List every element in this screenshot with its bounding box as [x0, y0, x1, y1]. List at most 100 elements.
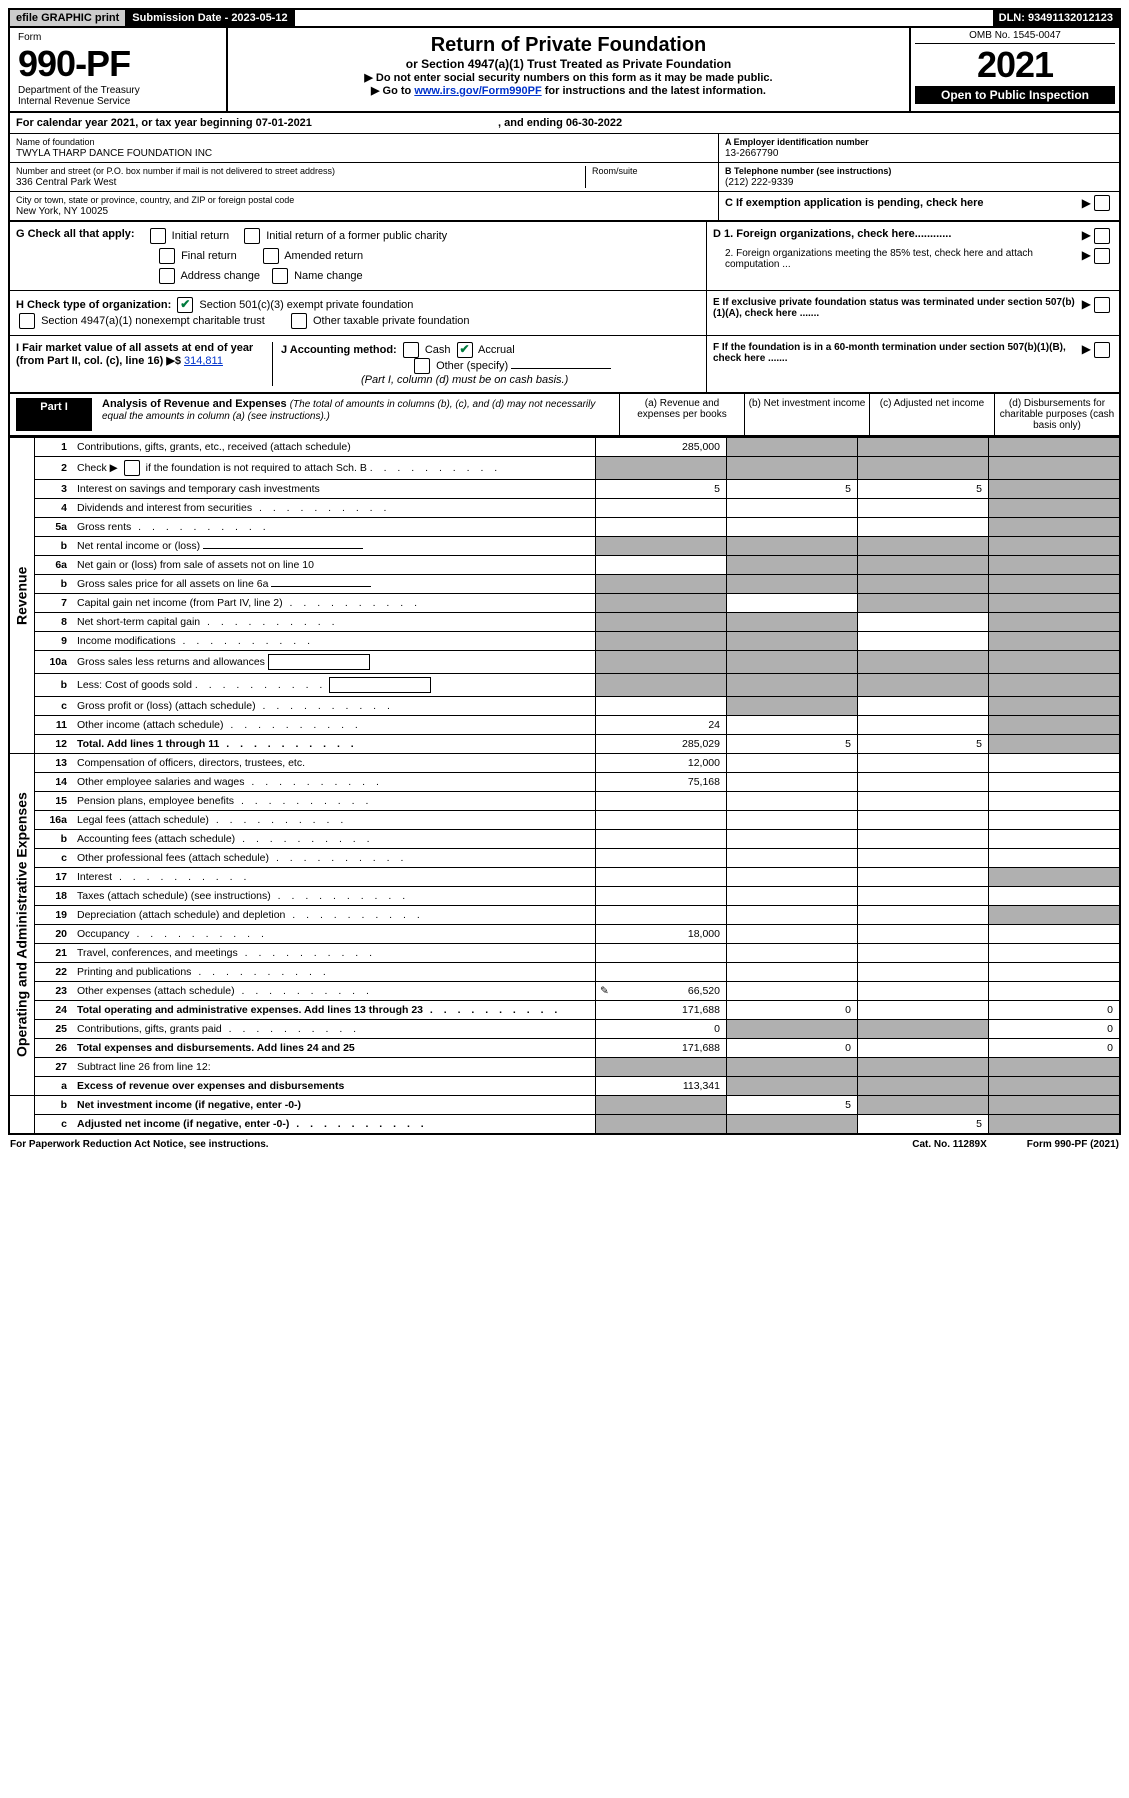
line-desc: Total. Add lines 1 through 11: [73, 735, 596, 754]
other-method-label: Other (specify): [436, 360, 508, 372]
instr2-post: for instructions and the latest informat…: [542, 85, 766, 97]
initial-former-checkbox[interactable]: [244, 228, 260, 244]
name-change-label: Name change: [294, 270, 363, 282]
name-label: Name of foundation: [16, 137, 712, 147]
exemption-checkbox[interactable]: [1094, 195, 1110, 211]
table-row: b Net rental income or (loss): [9, 537, 1120, 556]
col-a-val: 12,000: [596, 754, 727, 773]
address-change-checkbox[interactable]: [159, 268, 175, 284]
line-desc: Legal fees (attach schedule): [73, 811, 596, 830]
initial-return-checkbox[interactable]: [150, 228, 166, 244]
street-address: 336 Central Park West: [16, 176, 585, 188]
form-id-block: Form 990-PF Department of the Treasury I…: [10, 28, 228, 111]
line-desc: Interest: [73, 868, 596, 887]
4947-checkbox[interactable]: [19, 313, 35, 329]
instruction-1: ▶ Do not enter social security numbers o…: [234, 71, 903, 84]
attachment-icon[interactable]: ✎: [600, 985, 609, 997]
line-num: 20: [35, 925, 74, 944]
line-num: 16a: [35, 811, 74, 830]
part1-header: Part I Analysis of Revenue and Expenses …: [8, 394, 1121, 437]
table-row: 15 Pension plans, employee benefits: [9, 792, 1120, 811]
4947-label: Section 4947(a)(1) nonexempt charitable …: [41, 315, 265, 327]
table-row: 9 Income modifications: [9, 632, 1120, 651]
arrow-icon: ▶: [1082, 297, 1091, 329]
efile-print-button[interactable]: efile GRAPHIC print: [10, 10, 126, 26]
phone-label: B Telephone number (see instructions): [725, 166, 1113, 176]
col-c-val: 5: [858, 1115, 989, 1135]
check-section-h: H Check type of organization: ✔ Section …: [8, 291, 1121, 336]
entity-info: Name of foundation TWYLA THARP DANCE FOU…: [8, 134, 1121, 222]
d1-label: D 1. Foreign organizations, check here..…: [713, 228, 951, 240]
table-row: 17 Interest: [9, 868, 1120, 887]
line-num: 19: [35, 906, 74, 925]
d1-checkbox[interactable]: [1094, 228, 1110, 244]
cal-begin: For calendar year 2021, or tax year begi…: [16, 117, 312, 129]
form-title: Return of Private Foundation: [234, 34, 903, 57]
table-row: Revenue 1 Contributions, gifts, grants, …: [9, 438, 1120, 457]
irs-link[interactable]: www.irs.gov/Form990PF: [414, 85, 541, 97]
line-desc: Gross profit or (loss) (attach schedule): [73, 697, 596, 716]
page-footer: For Paperwork Reduction Act Notice, see …: [8, 1135, 1121, 1154]
line-desc: Less: Cost of goods sold: [73, 674, 596, 697]
table-row: 6a Net gain or (loss) from sale of asset…: [9, 556, 1120, 575]
table-row: 22 Printing and publications: [9, 963, 1120, 982]
col-a-header: (a) Revenue and expenses per books: [619, 394, 744, 435]
table-row: b Net investment income (if negative, en…: [9, 1096, 1120, 1115]
line-num: 17: [35, 868, 74, 887]
line-desc: Subtract line 26 from line 12:: [73, 1058, 596, 1077]
line-num: c: [35, 849, 74, 868]
j-label: J Accounting method:: [281, 344, 397, 356]
e-checkbox[interactable]: [1094, 297, 1110, 313]
name-change-checkbox[interactable]: [272, 268, 288, 284]
line-num: 11: [35, 716, 74, 735]
expenses-side-label: Operating and Administrative Expenses: [9, 754, 35, 1096]
title-block: Return of Private Foundation or Section …: [228, 28, 909, 111]
line-desc: Excess of revenue over expenses and disb…: [73, 1077, 596, 1096]
line-desc: Contributions, gifts, grants paid: [73, 1020, 596, 1039]
line-num: 21: [35, 944, 74, 963]
table-row: c Other professional fees (attach schedu…: [9, 849, 1120, 868]
address-label: Number and street (or P.O. box number if…: [16, 166, 585, 176]
d2-label: 2. Foreign organizations meeting the 85%…: [713, 248, 1082, 270]
line-num: b: [35, 575, 74, 594]
other-method-checkbox[interactable]: [414, 358, 430, 374]
cash-checkbox[interactable]: [403, 342, 419, 358]
line-num: 27: [35, 1058, 74, 1077]
col-d-val: 0: [989, 1020, 1121, 1039]
other-taxable-checkbox[interactable]: [291, 313, 307, 329]
table-row: 25 Contributions, gifts, grants paid 0 0: [9, 1020, 1120, 1039]
final-return-checkbox[interactable]: [159, 248, 175, 264]
line-desc: Net investment income (if negative, ente…: [73, 1096, 596, 1115]
accrual-checkbox[interactable]: ✔: [457, 342, 473, 358]
paperwork-notice: For Paperwork Reduction Act Notice, see …: [10, 1139, 269, 1150]
form-number: 990-PF: [18, 43, 218, 85]
table-row: 18 Taxes (attach schedule) (see instruct…: [9, 887, 1120, 906]
line-num: 9: [35, 632, 74, 651]
amended-return-checkbox[interactable]: [263, 248, 279, 264]
col-a-val: 171,688: [596, 1001, 727, 1020]
line-num: 4: [35, 499, 74, 518]
table-row: 16a Legal fees (attach schedule): [9, 811, 1120, 830]
table-row: 23 Other expenses (attach schedule) ✎66,…: [9, 982, 1120, 1001]
line-desc: Total expenses and disbursements. Add li…: [73, 1039, 596, 1058]
col-b-val: 0: [727, 1039, 858, 1058]
d2-checkbox[interactable]: [1094, 248, 1110, 264]
table-row: 24 Total operating and administrative ex…: [9, 1001, 1120, 1020]
room-label: Room/suite: [592, 166, 712, 176]
line-num: 3: [35, 480, 74, 499]
check-section-g: G Check all that apply: Initial return I…: [8, 222, 1121, 291]
col-c-header: (c) Adjusted net income: [869, 394, 994, 435]
revenue-expense-table: Revenue 1 Contributions, gifts, grants, …: [8, 437, 1121, 1135]
phone-value: (212) 222-9339: [725, 176, 1113, 188]
table-row: b Less: Cost of goods sold: [9, 674, 1120, 697]
initial-former-label: Initial return of a former public charit…: [266, 230, 447, 242]
foundation-name: TWYLA THARP DANCE FOUNDATION INC: [16, 147, 712, 159]
i-value: 314,811: [184, 355, 223, 367]
f-checkbox[interactable]: [1094, 342, 1110, 358]
schb-checkbox[interactable]: [124, 460, 140, 476]
col-b-val: 5: [727, 735, 858, 754]
501c3-checkbox[interactable]: ✔: [177, 297, 193, 313]
col-a-val: 285,000: [596, 438, 727, 457]
line-num: c: [35, 1115, 74, 1135]
col-d-val: 0: [989, 1039, 1121, 1058]
